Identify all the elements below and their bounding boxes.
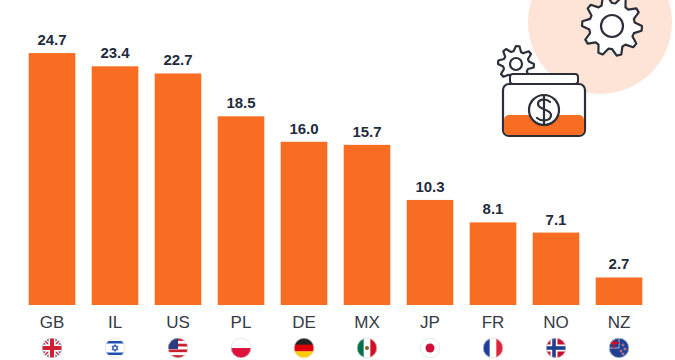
- flag-part: [609, 338, 629, 358]
- bar: [596, 277, 643, 305]
- bar: [533, 233, 580, 305]
- category-label: JP: [420, 313, 440, 332]
- icon-coin: [529, 95, 559, 125]
- flag-icon: [420, 338, 440, 358]
- bar: [92, 66, 139, 305]
- flag-outline: [42, 338, 61, 357]
- data-label: 10.3: [415, 178, 444, 195]
- data-label: 8.1: [483, 200, 504, 217]
- category-label: GB: [40, 313, 65, 332]
- bar: [470, 222, 517, 305]
- icon-box-lid: [510, 74, 578, 84]
- flag-outline: [294, 338, 313, 357]
- category-label: IL: [108, 313, 122, 332]
- icon-gear: [582, 0, 642, 56]
- data-label: 18.5: [226, 94, 255, 111]
- flag-part: [105, 338, 125, 358]
- flag-outline: [357, 338, 376, 357]
- flag-icon: [231, 338, 251, 358]
- flag-icon: [609, 338, 629, 358]
- flag-icon: [294, 338, 314, 358]
- flag-icon: [546, 338, 566, 358]
- category-label: FR: [482, 313, 505, 332]
- category-label: US: [166, 313, 190, 332]
- category-label: MX: [354, 313, 380, 332]
- data-label: 24.7: [37, 31, 66, 48]
- bar: [407, 200, 454, 305]
- flag-icon: [105, 338, 125, 358]
- data-label: 23.4: [100, 44, 130, 61]
- flag-part: [231, 338, 251, 348]
- flag-part: [294, 345, 314, 352]
- flag-part: [42, 338, 62, 358]
- flag-part: [426, 344, 435, 353]
- flag-outline: [168, 338, 187, 357]
- data-label: 22.7: [163, 51, 192, 68]
- flag-part: [365, 346, 369, 350]
- flag-part: [490, 338, 497, 358]
- icon-box: [503, 84, 585, 136]
- flag-part: [552, 338, 556, 358]
- data-label: 15.7: [352, 123, 381, 140]
- category-label: NZ: [608, 313, 631, 332]
- bar: [218, 116, 265, 305]
- flag-icon: [168, 338, 188, 358]
- flag-outline: [105, 338, 124, 357]
- flag-part: [42, 338, 62, 358]
- chart-svg: 24.7 23.4 22.7 18.5 16.0 15.7 10.3 8.1 7.1 2.7 GB I…: [0, 0, 675, 360]
- flag-icon: [42, 338, 62, 358]
- flag-outline: [420, 338, 439, 357]
- flag-part: [112, 345, 118, 352]
- bar: [281, 142, 328, 305]
- flag-icon: [483, 338, 503, 358]
- flag-part: [364, 338, 371, 358]
- flag-part: [622, 353, 624, 355]
- icon-gear-hole: [601, 15, 623, 37]
- flag-part: [168, 349, 188, 352]
- flag-part: [546, 346, 566, 350]
- flag-outline: [609, 338, 628, 357]
- category-label: DE: [292, 313, 316, 332]
- flag-part: [624, 348, 626, 350]
- bars: [29, 53, 643, 305]
- flag-part: [42, 338, 62, 358]
- bar: [155, 73, 202, 305]
- data-label: 7.1: [546, 211, 567, 228]
- flag-outline: [483, 338, 502, 357]
- icon-dollar-sign: [537, 96, 551, 124]
- flag-part: [622, 344, 624, 346]
- flag-icon: [357, 338, 377, 358]
- flag-part: [546, 338, 566, 358]
- data-label: 16.0: [289, 120, 318, 137]
- category-label: NO: [543, 313, 569, 332]
- bar: [29, 53, 76, 305]
- flag-outline: [546, 338, 565, 357]
- flag-part: [620, 350, 622, 352]
- flag-part: [50, 338, 54, 358]
- icon-gear-hole: [510, 58, 522, 70]
- category-label: PL: [231, 313, 252, 332]
- data-label: 2.7: [609, 255, 630, 272]
- bar: [344, 145, 391, 305]
- chart-root: 24.7 23.4 22.7 18.5 16.0 15.7 10.3 8.1 7.1 2.7 GB I…: [0, 0, 675, 360]
- flag-outline: [231, 338, 250, 357]
- flag-part: [231, 348, 251, 358]
- header-icon: [498, 0, 672, 136]
- flag-part: [420, 338, 440, 358]
